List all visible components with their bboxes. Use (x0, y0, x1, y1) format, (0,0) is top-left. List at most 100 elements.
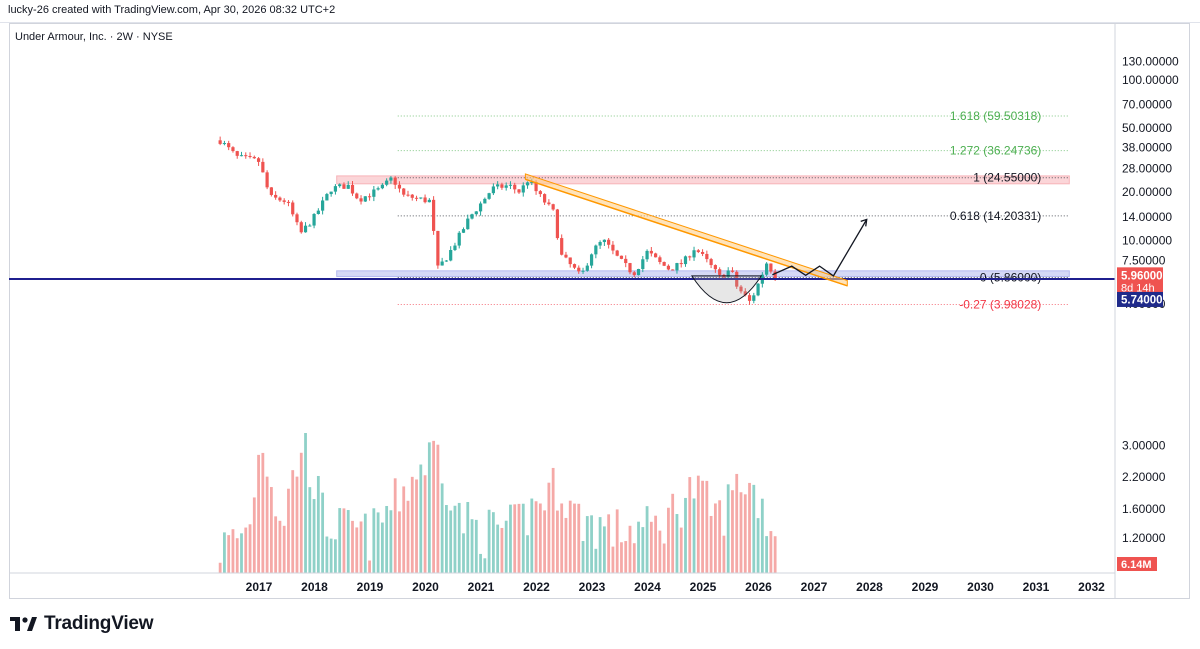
volume-bar (739, 492, 743, 573)
candle-body (389, 177, 393, 181)
x-tick-label: 2022 (523, 580, 550, 594)
volume-bar (257, 454, 260, 573)
candle-body (641, 259, 645, 269)
candle-body (278, 197, 282, 201)
chart-title: Under Armour, Inc. · 2W · NYSE (15, 31, 173, 43)
axes-layer: 2017 2018 2019 2020 2021 2022 2023 2024 2025 2026… (9, 23, 1179, 599)
candle-body (325, 194, 329, 201)
candle-body (299, 222, 303, 233)
candle-body (444, 260, 449, 262)
candlestick-chart[interactable]: 1.618 (59.50318) 1.272 (36.24736) 1 (24.55… (9, 23, 1190, 599)
volume-bar (466, 501, 470, 573)
candle-body (530, 182, 534, 184)
volume-layer (218, 433, 777, 573)
candle-body (235, 151, 239, 156)
trend-channel (524, 173, 848, 287)
candle-body (671, 269, 675, 271)
volume-bar (402, 486, 406, 573)
candle-body (551, 204, 555, 210)
volume-bar (590, 515, 593, 573)
volume-bar (743, 494, 747, 573)
volume-bar (269, 487, 273, 573)
volume-bar (346, 510, 350, 573)
candle-body (256, 158, 261, 162)
tradingview-logo[interactable]: TradingView (10, 613, 154, 635)
candle-body (739, 286, 743, 292)
volume-bar (218, 562, 222, 573)
volume-bar (308, 487, 312, 573)
candle-body (453, 245, 457, 251)
candle-body (274, 194, 278, 198)
candle-body (261, 161, 265, 173)
candle-body (487, 193, 491, 199)
volume-bar (752, 484, 756, 573)
x-tick-label: 2029 (912, 580, 939, 594)
candle-body (239, 155, 244, 157)
volume-bar (760, 498, 764, 573)
x-tick-label: 2028 (856, 580, 883, 594)
volume-bar (658, 530, 662, 573)
candle-body (316, 210, 320, 215)
candle-body (252, 156, 256, 159)
volume-bar (654, 515, 658, 573)
fib-label: 0.618 (14.20331) (950, 209, 1041, 223)
candle-body (419, 197, 423, 199)
volume-bar (692, 498, 696, 573)
candle-body (624, 258, 628, 264)
y-tick-label: 28.00000 (1122, 162, 1172, 176)
volume-bar (667, 507, 670, 573)
volume-bar (573, 503, 576, 573)
candle-body (504, 185, 508, 188)
y-tick-label: 14.00000 (1122, 210, 1172, 224)
drawings-layer (9, 173, 1115, 303)
volume-bar (355, 527, 359, 573)
volume-bar (235, 538, 239, 573)
volume-bar (410, 476, 414, 573)
volume-bar (773, 536, 777, 573)
candle-body (282, 200, 286, 202)
x-tick-label: 2019 (357, 580, 384, 594)
volume-bar (385, 505, 389, 573)
support-zone (336, 270, 1070, 277)
volume-bar (474, 519, 478, 573)
volume-bar (282, 525, 286, 573)
volume-bar (440, 483, 444, 573)
volume-bar (538, 503, 542, 573)
volume-bar (731, 490, 734, 573)
candle-body (654, 253, 658, 258)
volume-bar (748, 482, 751, 573)
volume-bar (496, 524, 500, 573)
candle-body (470, 214, 474, 219)
y-tick-label: 70.00000 (1122, 98, 1172, 112)
candle-body (683, 256, 688, 265)
candle-body (410, 194, 414, 198)
volume-bar (312, 499, 316, 573)
volume-bar (252, 497, 256, 573)
candle-body (700, 251, 705, 254)
volume-bar (543, 510, 547, 573)
tradingview-brand: TradingView (44, 613, 154, 634)
candle-body (543, 194, 547, 203)
chart-pane[interactable] (9, 23, 1190, 599)
volume-bar (684, 497, 687, 573)
fib-levels-layer: 1.618 (59.50318) 1.272 (36.24736) 1 (24.55… (397, 109, 1070, 311)
candle-body (572, 264, 577, 268)
x-tick-label: 2023 (579, 580, 606, 594)
volume-bar (671, 493, 675, 573)
candle-body (363, 196, 367, 202)
candle-body (615, 250, 619, 256)
candle-body (380, 184, 384, 189)
y-tick-label: 20.00000 (1122, 185, 1172, 199)
volume-bar (696, 475, 700, 573)
volume-bar (368, 560, 371, 573)
volume-bar (338, 508, 342, 573)
y-tick-label: 1.20000 (1122, 531, 1166, 545)
candle-body (350, 184, 355, 194)
volume-bar (641, 527, 645, 573)
candle-body (636, 268, 641, 276)
volume-bar (530, 498, 534, 573)
volume-bar (615, 509, 619, 573)
volume-bar (329, 538, 333, 573)
volume-bar (487, 509, 491, 573)
volume-bar (769, 531, 773, 573)
